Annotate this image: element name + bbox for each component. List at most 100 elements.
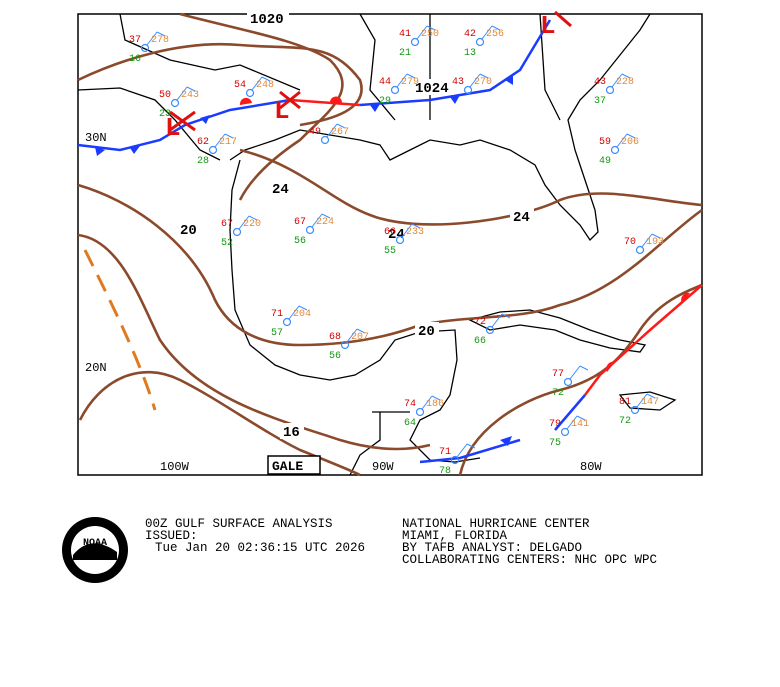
footer-location: MIAMI, FLORIDA [402, 529, 508, 543]
station-dew: 56 [329, 351, 341, 362]
station-temp: 68 [329, 332, 341, 343]
wind-barb [156, 31, 166, 37]
wind-barb [321, 213, 331, 219]
wind-barb [298, 305, 308, 311]
isobar [77, 43, 363, 127]
wind-barb [251, 76, 263, 91]
wind-barb [611, 73, 623, 88]
footer-collab: COLLABORATING CENTERS: NHC OPC WPC [402, 553, 657, 567]
wind-barb [311, 213, 323, 228]
wind-barb [406, 73, 416, 79]
station-pressure: 243 [181, 90, 199, 101]
isobar-label: 24 [388, 227, 405, 243]
isobar-label: 1024 [415, 81, 449, 97]
isobar [77, 233, 431, 451]
wind-barb [176, 86, 188, 101]
wind-barb [481, 25, 493, 40]
station-circle [305, 225, 315, 235]
station-temp: 49 [309, 127, 321, 138]
footer: NOAA 00Z GULF SURFACE ANALYSIS ISSUED: T… [62, 517, 657, 583]
station-circle [170, 98, 180, 108]
station-circle [395, 235, 405, 245]
isobar-label-bg [510, 208, 534, 224]
isobar [179, 12, 344, 201]
station-dew: 37 [594, 96, 606, 107]
wind-barb [621, 73, 631, 79]
isobar-label-bg [269, 180, 293, 196]
station-dew: 66 [474, 336, 486, 347]
wind-barb [491, 313, 503, 328]
station-temp: 81 [619, 397, 631, 408]
station-pressure: 204 [293, 309, 311, 320]
station-pressure: 267 [331, 127, 349, 138]
station-temp: 74 [404, 399, 416, 410]
station-circle [208, 145, 218, 155]
map [77, 10, 703, 477]
map-frame [77, 13, 703, 476]
station-pressure: 256 [486, 29, 504, 40]
isobar [458, 283, 703, 476]
wind-barb [356, 328, 366, 334]
station-temp: 66 [384, 227, 396, 238]
station-dew: 13 [464, 48, 476, 59]
station-temp: 71 [271, 309, 283, 320]
station-dew: 29 [379, 96, 391, 107]
map-labels: 30N 20N 100W 90W 80W 1020 1024 24 24 24 20 20 16 L L L G… [85, 10, 602, 474]
isobar-label: 24 [513, 210, 530, 226]
lon-label: 80W [580, 460, 602, 474]
station-pressure: 206 [621, 137, 639, 148]
station-circle [463, 85, 473, 95]
wind-barb [501, 313, 511, 319]
station-temp: 59 [599, 137, 611, 148]
station-circle [475, 37, 485, 47]
station-pressure: 278 [151, 35, 169, 46]
station-dew: 72 [552, 388, 564, 399]
wind-barb [646, 393, 656, 399]
station-dew: 49 [599, 156, 611, 167]
logo-wave [73, 543, 117, 560]
footer-center: NATIONAL HURRICANE CENTER [402, 517, 590, 531]
low-center: L [540, 11, 556, 41]
wind-barb [491, 25, 501, 31]
wind-barb [214, 133, 226, 148]
isobar-label-bg [177, 221, 201, 237]
wind-barb [411, 223, 421, 229]
station-dew: 23 [159, 109, 171, 120]
station-dew: 56 [294, 236, 306, 247]
station-circle [563, 377, 573, 387]
station-circle [415, 407, 425, 417]
station-dew: 21 [399, 48, 411, 59]
station-pressure: 193 [646, 237, 664, 248]
station-pressure: 270 [474, 77, 492, 88]
isobar [78, 370, 361, 477]
isobar-label: 16 [283, 425, 300, 441]
station-pressure: 233 [406, 227, 424, 238]
station-temp: 44 [379, 77, 391, 88]
lat-label: 20N [85, 361, 107, 375]
wind-barb [416, 25, 428, 40]
wind-barb [479, 73, 489, 79]
wind-barb [431, 395, 441, 401]
station-temp: 50 [159, 90, 171, 101]
station-dew: 78 [439, 466, 451, 477]
wind-barb [456, 443, 468, 458]
station-circle [282, 317, 292, 327]
isobar-label-bg [412, 79, 454, 95]
wind-barb [186, 86, 196, 92]
gale-box [267, 455, 321, 475]
warm-front [584, 284, 703, 396]
low-center: L [165, 113, 181, 143]
station-circle [340, 340, 350, 350]
station-pressure: 147 [641, 397, 659, 408]
station-temp: 43 [452, 77, 464, 88]
wind-barb [421, 395, 433, 410]
station-pressure: 217 [219, 137, 237, 148]
station-temp: 72 [474, 317, 486, 328]
station-pressure: 186 [426, 399, 444, 410]
station-temp: 43 [594, 77, 606, 88]
station-temp: 62 [197, 137, 209, 148]
warm-front [289, 98, 361, 107]
wind-barb [426, 25, 436, 31]
station-pressure: 228 [616, 77, 634, 88]
